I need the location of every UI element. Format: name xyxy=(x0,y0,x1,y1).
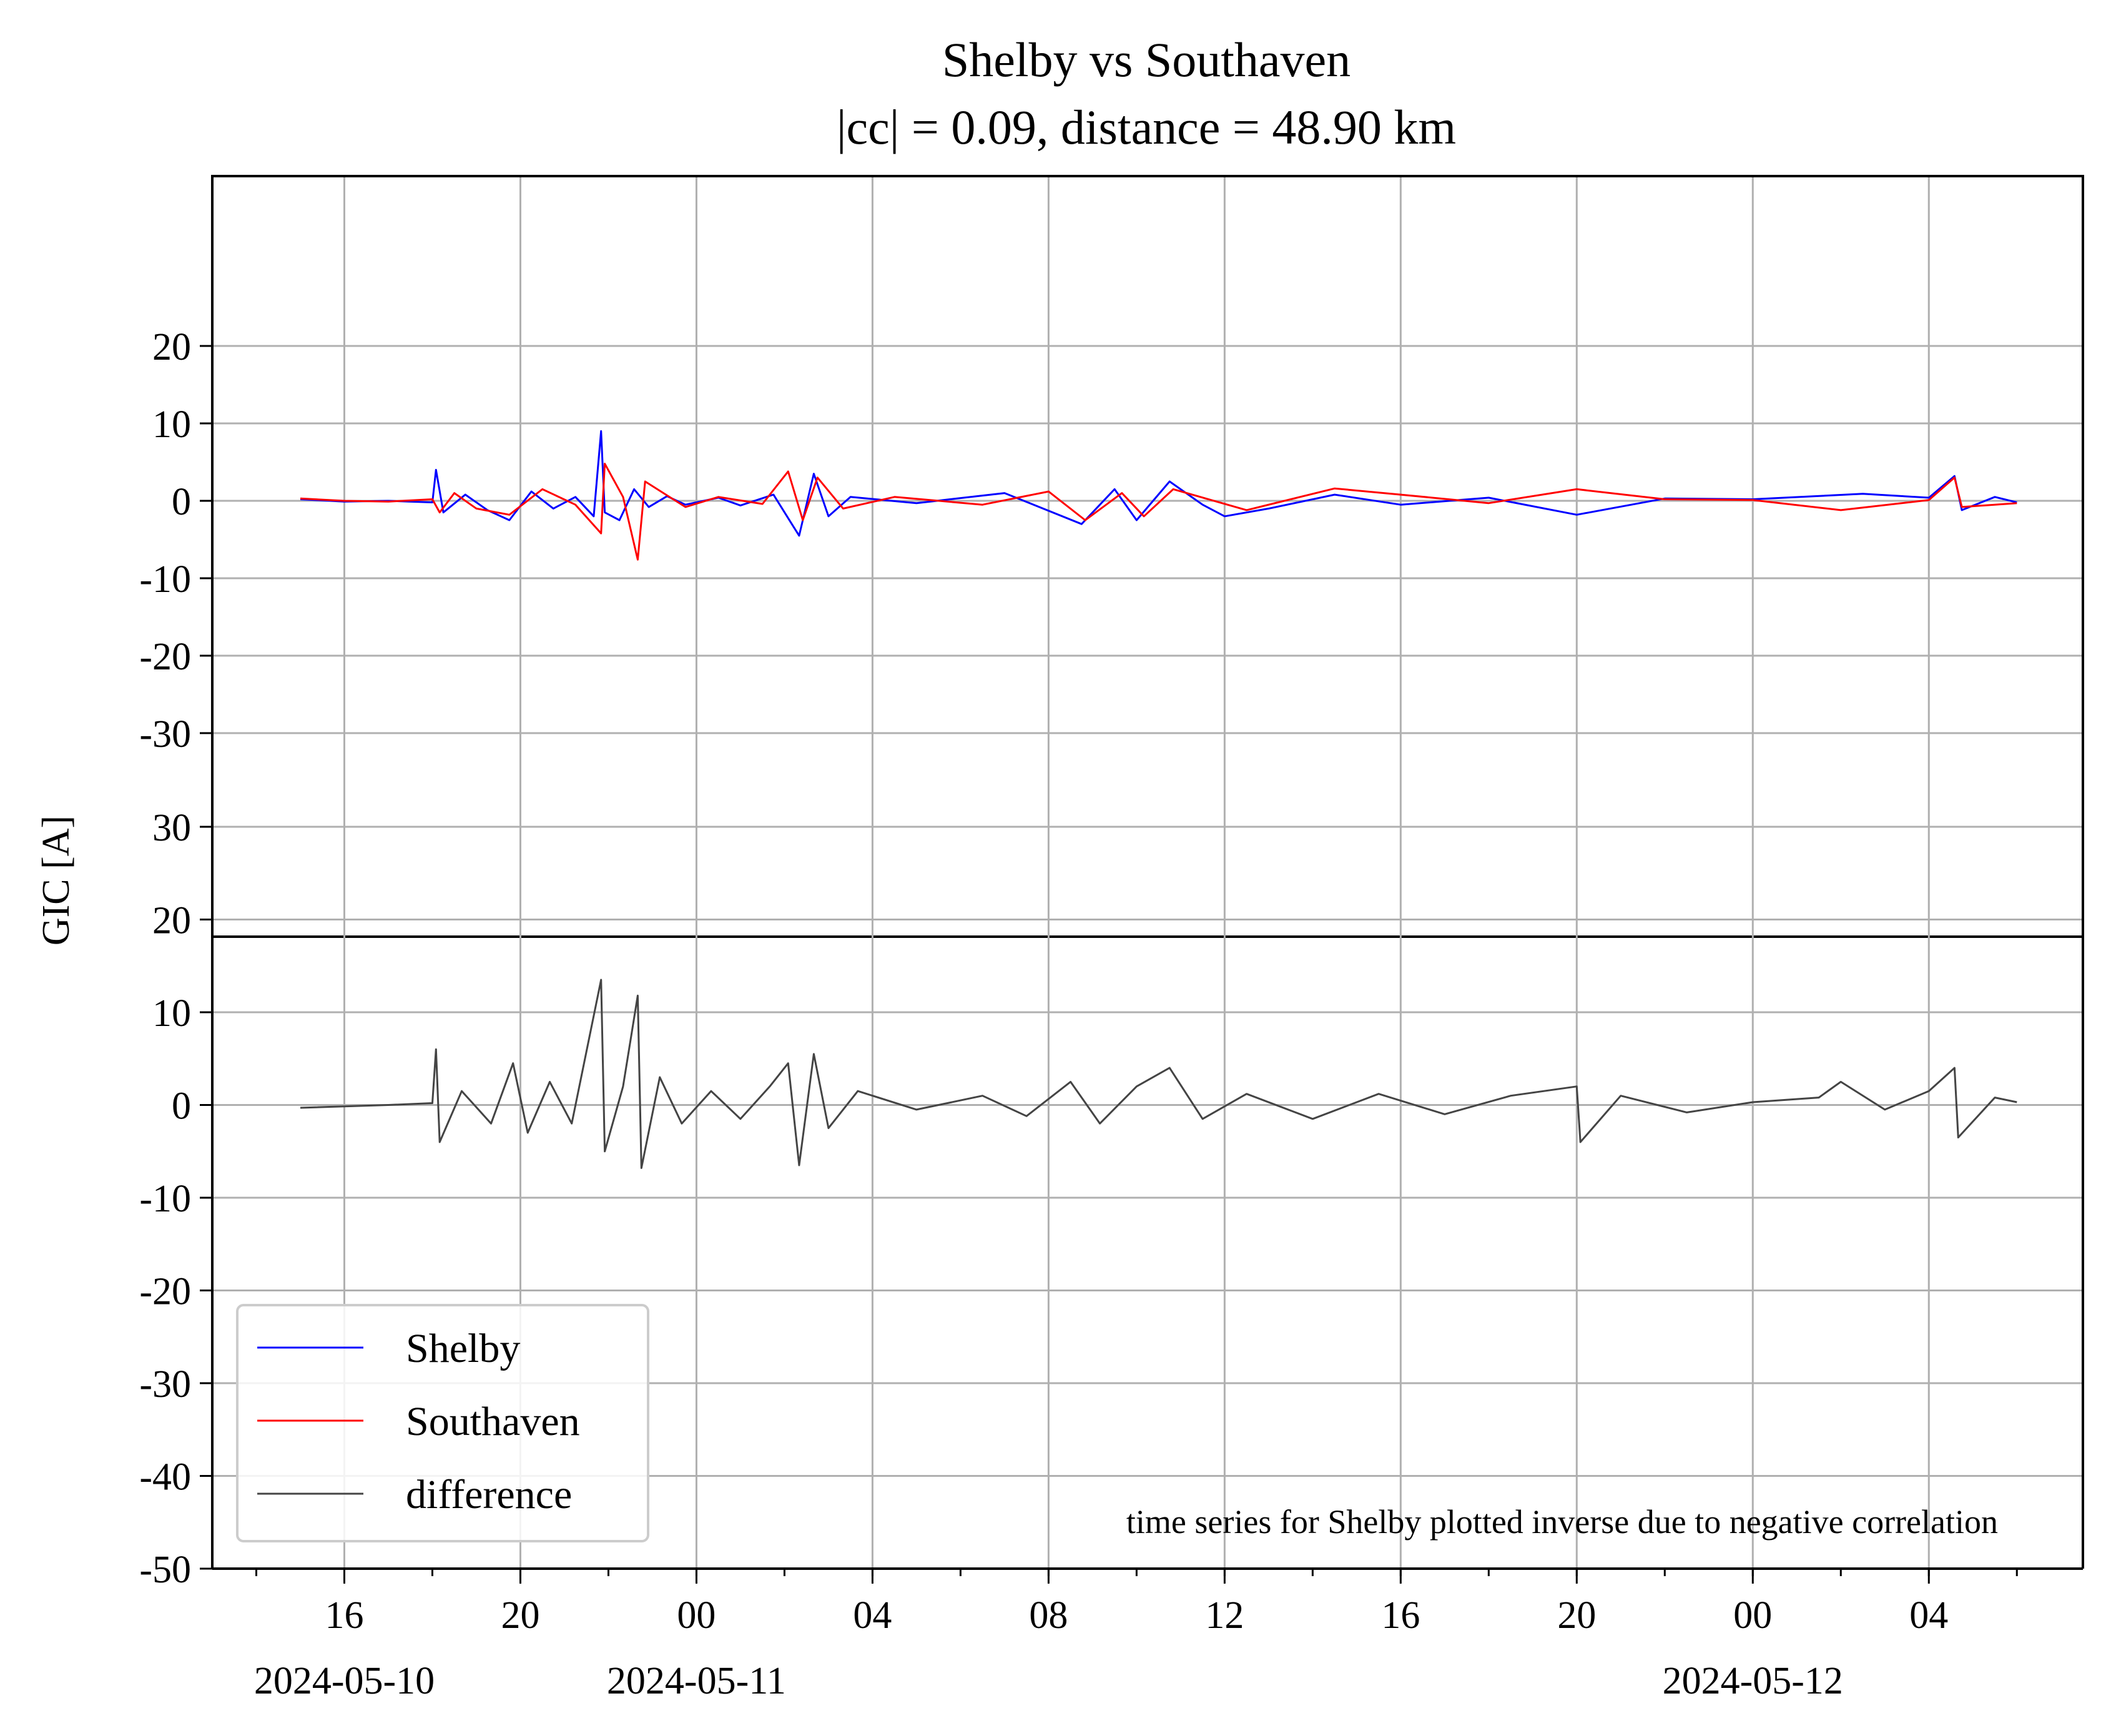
top-y-tick-label: 0 xyxy=(172,481,191,523)
series-southaven-line xyxy=(300,463,2017,561)
bottom-y-tick-label: 0 xyxy=(172,1085,191,1128)
bottom-y-tick-label: 30 xyxy=(152,807,191,849)
chart-title: Shelby vs Southaven xyxy=(942,32,1351,87)
x-tick-label: 20 xyxy=(501,1594,539,1637)
inverse-note: time series for Shelby plotted inverse d… xyxy=(1126,1503,1998,1541)
top-y-tick-label: -30 xyxy=(139,713,191,756)
top-y-tick-label: -10 xyxy=(139,558,191,601)
bottom-y-tick-label: -30 xyxy=(139,1363,191,1406)
x-tick-label: 08 xyxy=(1029,1594,1068,1637)
chart-subtitle: |cc| = 0.09, distance = 48.90 km xyxy=(837,100,1456,154)
top-panel: 20 10 0 -10 -20 -30 xyxy=(139,175,2084,938)
top-panel-frame xyxy=(211,175,2084,938)
top-grid xyxy=(212,176,2083,761)
y-axis-label: GIC [A] xyxy=(35,816,77,945)
x-axis: 16 2024-05-10 20 00 2024-05-11 04 08 12 16 20 00 20… xyxy=(254,1569,2018,1702)
bottom-y-ticks: 30 20 10 0 -10 -20 -30 -40 -50 xyxy=(139,807,212,1591)
x-tick-label: 00 xyxy=(1733,1594,1772,1637)
bottom-y-tick-label: 20 xyxy=(152,900,191,942)
bottom-y-tick-label: -10 xyxy=(139,1178,191,1220)
x-tick-label: 16 xyxy=(325,1594,363,1637)
x-tick-label: 12 xyxy=(1205,1594,1244,1637)
series-difference-line xyxy=(300,979,2017,1169)
legend-label-shelby: Shelby xyxy=(406,1326,520,1371)
top-y-ticks: 20 10 0 -10 -20 -30 xyxy=(139,326,212,756)
legend-label-southaven: Southaven xyxy=(406,1399,580,1444)
bottom-y-tick-label: -40 xyxy=(139,1456,191,1499)
bottom-y-tick-label: 10 xyxy=(152,992,191,1035)
series-shelby-line xyxy=(300,430,2017,537)
legend-box xyxy=(236,1304,649,1542)
top-y-tick-label: 20 xyxy=(152,326,191,368)
x-date-label: 2024-05-12 xyxy=(1663,1660,1843,1702)
x-date-label: 2024-05-10 xyxy=(254,1660,435,1702)
bottom-y-tick-label: -50 xyxy=(139,1549,191,1591)
x-tick-label: 00 xyxy=(677,1594,716,1637)
bottom-series xyxy=(300,979,2017,1169)
top-y-tick-label: 10 xyxy=(152,403,191,446)
x-tick-label: 20 xyxy=(1557,1594,1596,1637)
legend: Shelby Southaven difference xyxy=(236,1304,649,1542)
x-date-label: 2024-05-11 xyxy=(607,1660,786,1702)
x-tick-label: 16 xyxy=(1381,1594,1420,1637)
x-tick-label: 04 xyxy=(853,1594,892,1637)
legend-label-difference: difference xyxy=(406,1472,572,1517)
top-y-tick-label: -20 xyxy=(139,636,191,678)
top-series xyxy=(300,430,2017,561)
x-tick-label: 04 xyxy=(1909,1594,1948,1637)
bottom-y-tick-label: -20 xyxy=(139,1271,191,1313)
